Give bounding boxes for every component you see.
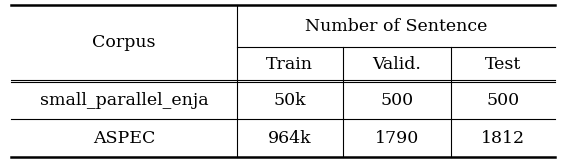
Text: 1812: 1812: [481, 130, 525, 147]
Text: 500: 500: [487, 92, 520, 109]
Text: Valid.: Valid.: [372, 56, 422, 73]
Text: Corpus: Corpus: [92, 35, 156, 51]
Text: 50k: 50k: [273, 92, 306, 109]
Text: 500: 500: [380, 92, 414, 109]
Text: 1790: 1790: [375, 130, 419, 147]
Text: small_parallel_enja: small_parallel_enja: [40, 92, 208, 109]
Text: Number of Sentence: Number of Sentence: [305, 18, 487, 35]
Text: Train: Train: [266, 56, 314, 73]
Text: 964k: 964k: [268, 130, 312, 147]
Text: ASPEC: ASPEC: [93, 130, 155, 147]
Text: Test: Test: [485, 56, 521, 73]
